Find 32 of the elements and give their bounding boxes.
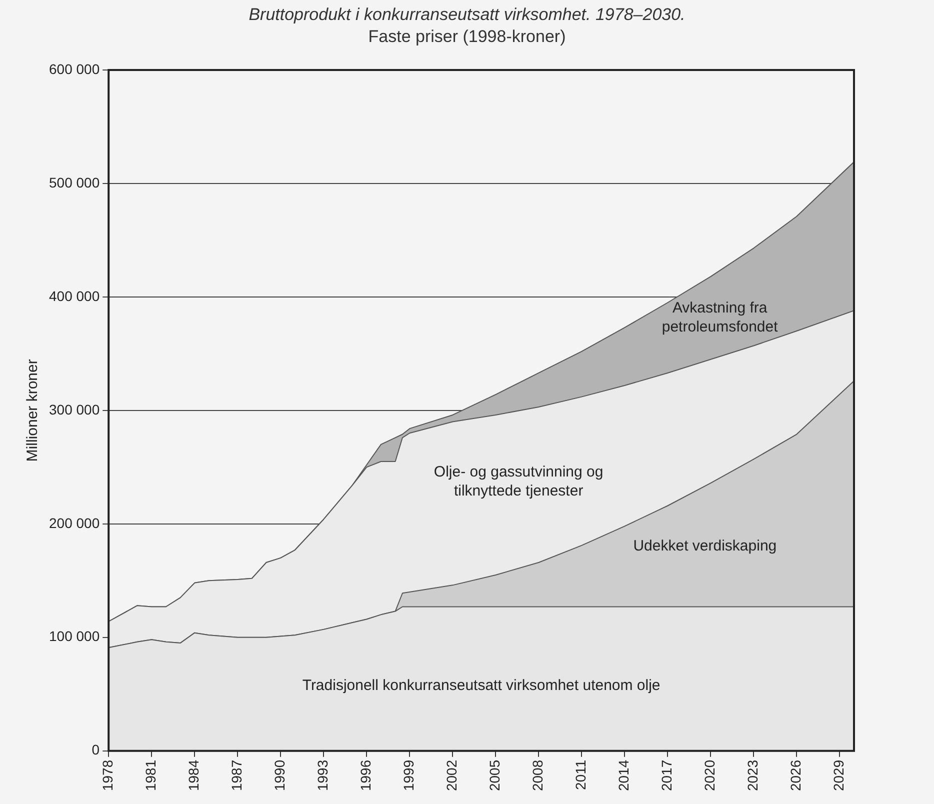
chart-subtitle: Faste priser (1998-kroner): [367, 26, 567, 48]
y-tick-label: 500 000: [48, 174, 100, 190]
x-tick-label: 2020: [702, 760, 718, 792]
x-tick-label: 2029: [830, 760, 847, 792]
x-tick-label: 1990: [271, 760, 288, 792]
x-tick-label: 2014: [616, 760, 632, 792]
series-label: Udekket verdiskaping: [633, 538, 777, 555]
y-tick-label: 400 000: [48, 288, 100, 304]
y-tick-label: 0: [92, 742, 100, 758]
y-tick-label: 600 000: [48, 60, 100, 77]
series-label: Avkastning fra petroleumsfondet: [662, 299, 779, 336]
x-tick-label: 2017: [658, 760, 675, 792]
x-tick-label: 2023: [744, 760, 761, 792]
x-tick-label: 1987: [228, 760, 244, 792]
y-tick-label: 100 000: [48, 628, 100, 644]
x-tick-label: 1996: [357, 760, 374, 792]
chart-title: Bruttoprodukt i konkurranseutsatt virksomhet. 1978–2030.: [248, 4, 686, 26]
x-tick-label: 2026: [788, 760, 804, 792]
y-tick-label: 300 000: [48, 401, 100, 418]
y-axis-title: Millioner kroner: [24, 359, 42, 462]
x-tick-label: 2011: [572, 760, 589, 790]
x-tick-label: 1981: [142, 760, 158, 792]
series-label: Tradisjonell konkurranseutsatt virksomhet utenom olje: [302, 677, 660, 694]
x-tick-label: 1999: [400, 760, 416, 792]
x-tick-label: 2008: [530, 760, 546, 792]
y-tick-label: 200 000: [48, 514, 100, 531]
x-tick-label: 2005: [486, 760, 502, 792]
x-tick-label: 1984: [185, 760, 202, 792]
x-tick-label: 1993: [314, 760, 330, 792]
series-label: Olje- og gassutvinning og tilknyttede tjenester: [434, 463, 604, 500]
x-tick-label: 1978: [99, 760, 116, 792]
x-tick-label: 2002: [443, 760, 460, 792]
